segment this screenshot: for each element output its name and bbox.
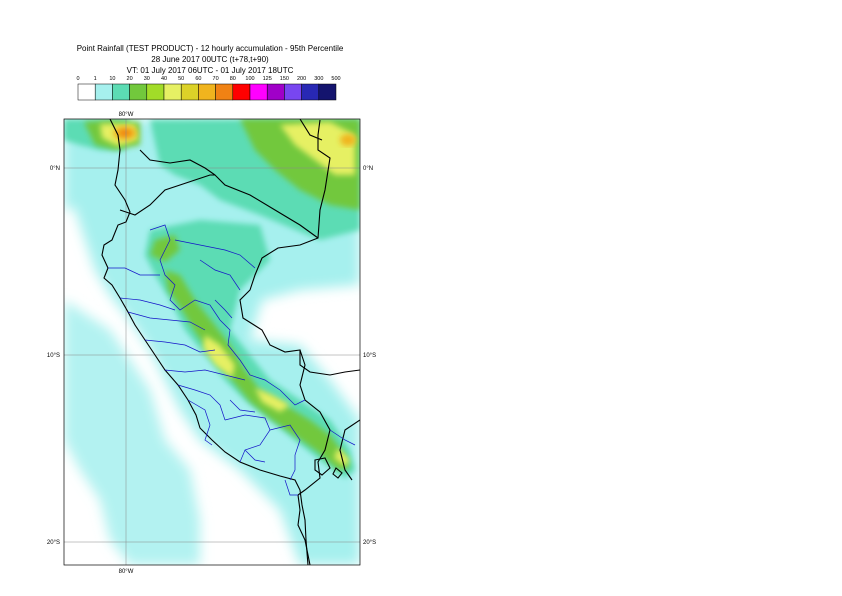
lat-label-0-right: 0°N	[363, 166, 373, 172]
legend-label: 150	[280, 76, 289, 82]
legend-label: 1	[94, 76, 97, 82]
legend-label: 10	[109, 76, 115, 82]
regional-borders	[108, 224, 356, 496]
legend-label: 500	[331, 76, 340, 82]
map-valid-time: VT: 01 July 2017 06UTC - 01 July 2017 18…	[126, 66, 294, 75]
legend-label: 50	[178, 76, 184, 82]
lat-label-20-left: 20°S	[47, 540, 60, 546]
legend-label: 60	[195, 76, 201, 82]
legend-label: 300	[314, 76, 323, 82]
rainfall-legend: 0 1 10 20 30 40 50 60 70 80 100 125 150 200 300 500	[76, 76, 341, 101]
rainfall-field-peak	[113, 126, 356, 146]
map-title: Point Rainfall (TEST PRODUCT) - 12 hourl…	[76, 44, 344, 53]
legend-label: 70	[213, 76, 219, 82]
map-frame	[63, 118, 361, 566]
lon-label-bottom: 80°W	[119, 569, 134, 575]
legend-swatch	[318, 83, 337, 101]
national-borders	[101, 119, 360, 565]
legend-label: 80	[230, 76, 236, 82]
legend-label: 100	[245, 76, 254, 82]
lat-label-20-right: 20°S	[363, 540, 376, 546]
map-run-time: 28 June 2017 00UTC (t+78,t+90)	[151, 55, 269, 64]
lon-label-top: 80°W	[119, 112, 134, 118]
legend-label: 20	[127, 76, 133, 82]
legend-label: 200	[297, 76, 306, 82]
lat-label-0-left: 0°N	[50, 166, 60, 172]
legend-label: 125	[263, 76, 272, 82]
legend-label: 0	[76, 76, 79, 82]
legend-label: 40	[161, 76, 167, 82]
graticule	[64, 119, 360, 565]
lat-label-10-left: 10°S	[47, 353, 60, 359]
legend-label: 30	[144, 76, 150, 82]
lat-label-10-right: 10°S	[363, 353, 376, 359]
